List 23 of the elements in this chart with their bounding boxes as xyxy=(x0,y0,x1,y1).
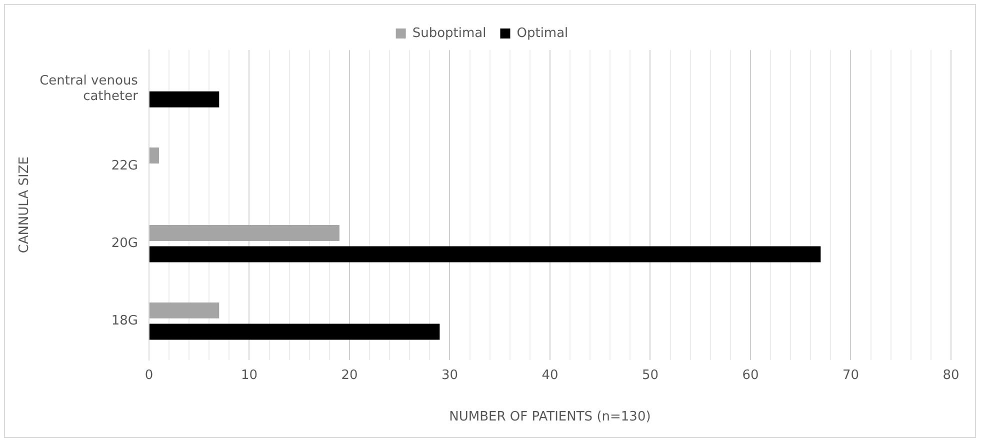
y-tick-label: 20G xyxy=(111,236,138,251)
x-tick-label: 0 xyxy=(144,368,154,383)
y-tick-label: Central venous catheter xyxy=(40,73,139,104)
bar xyxy=(149,91,220,108)
y-tick-label: 18G xyxy=(111,313,138,328)
x-tick-label: 60 xyxy=(742,368,759,383)
bar xyxy=(149,224,340,241)
bar xyxy=(149,302,220,318)
x-tick-label: 20 xyxy=(341,368,358,383)
x-tick-label: 70 xyxy=(842,368,860,383)
x-tick-label: 30 xyxy=(441,368,458,383)
bar xyxy=(149,324,440,340)
x-tick-label: 80 xyxy=(942,368,960,383)
bar xyxy=(149,148,159,164)
y-tick-label: 22G xyxy=(111,158,138,174)
legend-label: Suboptimal xyxy=(412,26,486,41)
x-tick-label: 10 xyxy=(240,368,258,383)
bar xyxy=(149,246,821,262)
x-tick-label: 50 xyxy=(642,368,659,383)
y-axis-title: CANNULA SIZE xyxy=(17,156,32,254)
x-axis-title: NUMBER OF PATIENTS (n=130) xyxy=(449,410,651,425)
x-tick-label: 40 xyxy=(542,368,558,383)
legend-label: Optimal xyxy=(516,26,568,41)
